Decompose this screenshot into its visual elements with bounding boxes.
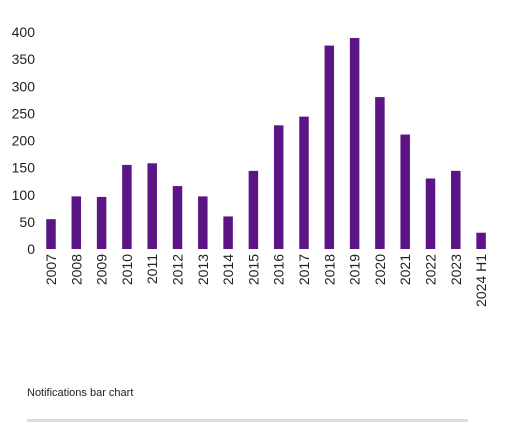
bar-2015 — [248, 170, 259, 249]
x-tick-label: 2011 — [144, 254, 160, 284]
bar-2011 — [147, 163, 157, 249]
bar-2017 — [299, 116, 309, 249]
bar-2016 — [273, 125, 284, 249]
x-axis-tick-labels: 2007 2008 2009 2010 2011 2012 2013 2014 2015 2016… — [43, 254, 489, 307]
bar-2022 — [425, 178, 436, 249]
bar-2010 — [122, 164, 132, 249]
bar-2021 — [400, 134, 410, 249]
bar-2024-h1 — [476, 232, 486, 249]
x-tick-label: 2014 — [220, 254, 236, 285]
caption-divider — [27, 419, 468, 422]
chart-caption: Notifications bar chart — [27, 387, 134, 399]
bar-2019 — [349, 37, 360, 249]
x-tick-label: 2016 — [271, 254, 287, 285]
bar-2007 — [46, 219, 56, 249]
bars — [46, 37, 486, 250]
bar-2020 — [375, 97, 385, 249]
bar-2023 — [451, 170, 461, 249]
x-tick-label: 2022 — [423, 254, 439, 285]
x-tick-label: 2017 — [296, 254, 312, 285]
bar-2009 — [96, 196, 107, 249]
y-tick-label: 300 — [12, 78, 36, 94]
x-tick-label: 2013 — [195, 254, 211, 285]
y-tick-label: 100 — [12, 187, 36, 203]
x-tick-label: 2012 — [170, 254, 186, 285]
y-tick-label: 200 — [12, 133, 36, 149]
x-tick-label: 2015 — [245, 254, 261, 285]
x-tick-label: 2008 — [68, 254, 84, 285]
y-axis-tick-labels: 0 50 100 150 200 250 300 350 400 — [12, 24, 36, 257]
bar-2018 — [324, 45, 335, 250]
x-tick-label: 2023 — [448, 254, 464, 285]
bar-2013 — [198, 196, 208, 249]
y-tick-label: 250 — [12, 105, 36, 121]
y-tick-label: 400 — [12, 24, 36, 40]
x-tick-label: 2018 — [321, 254, 337, 285]
notifications-bar-chart: 0 50 100 150 200 250 300 350 400 2007 2008 2009 201… — [12, 24, 489, 307]
x-tick-label: 2020 — [372, 254, 388, 285]
x-tick-label: 2019 — [347, 254, 363, 285]
bar-2012 — [172, 186, 183, 249]
y-tick-label: 50 — [19, 214, 35, 230]
x-tick-label: 2021 — [397, 254, 413, 285]
bar-2014 — [223, 216, 233, 249]
y-tick-label: 150 — [12, 160, 36, 176]
x-tick-label: 2010 — [119, 254, 135, 285]
x-tick-label: 2009 — [94, 254, 110, 285]
x-tick-label: 2007 — [43, 254, 59, 285]
y-tick-label: 350 — [12, 51, 36, 67]
y-tick-label: 0 — [27, 241, 35, 257]
bar-2008 — [71, 196, 82, 249]
x-tick-label: 2024 H1 — [473, 254, 489, 307]
